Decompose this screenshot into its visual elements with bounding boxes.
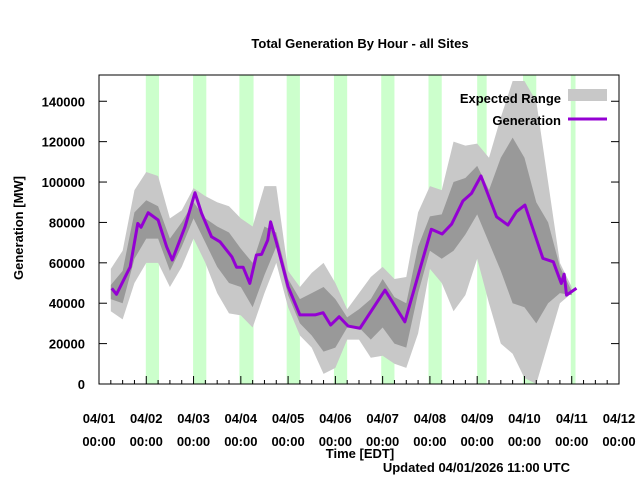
x-tick-label-time: 00:00 — [413, 434, 446, 449]
expected-range-outer-band — [110, 81, 572, 384]
y-tick-label: 40000 — [49, 296, 85, 311]
x-tick-label-date: 04/07 — [366, 411, 399, 426]
x-tick-label-time: 00:00 — [82, 434, 115, 449]
y-tick-label: 100000 — [42, 175, 85, 190]
y-axis: 0 20000 40000 60000 80000 100000 120000 140000 — [42, 94, 619, 392]
night-band — [570, 75, 576, 384]
x-tick-label-date: 04/05 — [272, 411, 305, 426]
y-tick-label: 0 — [78, 377, 85, 392]
expected-range-inner-band — [110, 137, 572, 352]
legend-label-generation: Generation — [492, 113, 561, 128]
x-tick-label-date: 04/04 — [225, 411, 258, 426]
generation-line — [110, 174, 578, 330]
chart-title: Total Generation By Hour - all Sites — [251, 36, 468, 51]
x-axis-label: Time [EDT] — [326, 446, 394, 461]
x-tick-label-date: 04/06 — [319, 411, 352, 426]
night-band — [286, 75, 300, 384]
x-tick-label-time: 00:00 — [271, 434, 304, 449]
y-tick-label: 60000 — [49, 256, 85, 271]
x-tick-label-time: 00:00 — [366, 434, 399, 449]
x-tick-label-time: 00:00 — [224, 434, 257, 449]
x-tick-label-date: 04/03 — [177, 411, 210, 426]
y-tick-label: 140000 — [42, 94, 85, 109]
x-tick-label-time: 00:00 — [461, 434, 494, 449]
legend-swatch-expected-range — [568, 89, 607, 101]
y-tick-label: 20000 — [49, 337, 85, 352]
y-tick-label: 80000 — [49, 215, 85, 230]
y-axis-label: Generation [MW] — [11, 176, 26, 280]
x-tick-label-date: 04/01 — [83, 411, 116, 426]
legend-label-expected-range: Expected Range — [460, 91, 561, 106]
x-tick-label-date: 04/12 — [603, 411, 636, 426]
x-tick-label-time: 00:00 — [508, 434, 541, 449]
x-tick-label-date: 04/11 — [556, 411, 588, 426]
x-axis: 04/01 00:00 04/02 00:00 04/03 00:00 04/04 00:00… — [82, 376, 636, 449]
x-tick-label-time: 00:00 — [177, 434, 210, 449]
x-tick-label-time: 00:00 — [555, 434, 588, 449]
x-tick-label-date: 04/02 — [130, 411, 163, 426]
x-tick-label-time: 00:00 — [319, 434, 352, 449]
legend: Expected Range Generation — [460, 89, 607, 128]
x-tick-label-date: 04/10 — [508, 411, 541, 426]
x-tick-label-date: 04/08 — [414, 411, 447, 426]
x-tick-label-date: 04/09 — [461, 411, 494, 426]
y-tick-label: 120000 — [42, 135, 85, 150]
updated-timestamp: Updated 04/01/2026 11:00 UTC — [383, 460, 571, 475]
x-tick-label-time: 00:00 — [602, 434, 635, 449]
x-tick-label-time: 00:00 — [130, 434, 163, 449]
